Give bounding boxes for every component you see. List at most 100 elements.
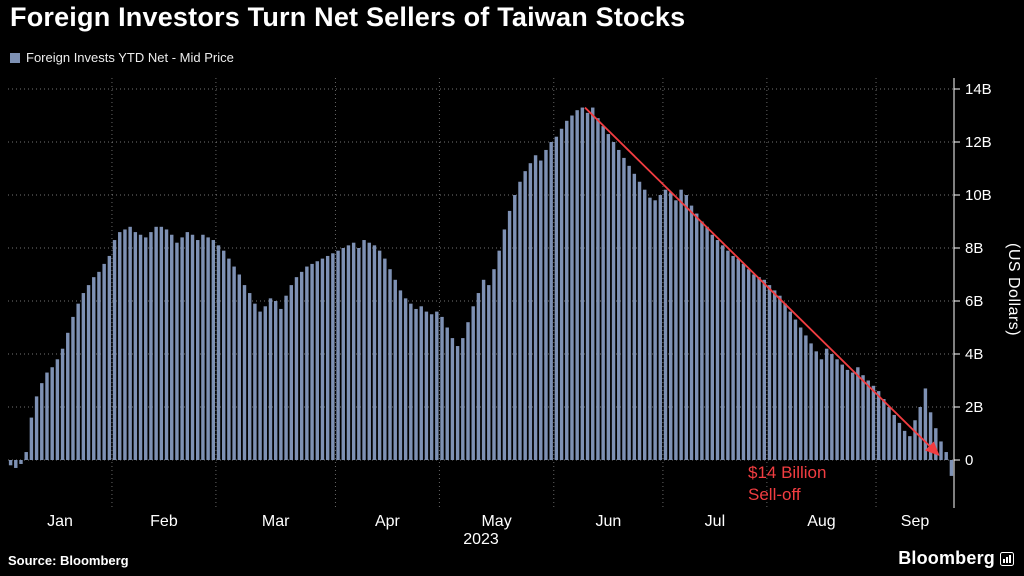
bar: [211, 240, 216, 460]
bar: [674, 200, 678, 461]
bloomberg-wordmark: Bloomberg: [898, 548, 995, 568]
bar: [232, 266, 236, 460]
bar: [466, 322, 470, 460]
bar: [741, 263, 746, 460]
bar: [617, 149, 621, 460]
bar: [71, 316, 75, 460]
bar: [144, 237, 148, 460]
bar: [221, 250, 226, 460]
bar: [715, 240, 720, 460]
bar: [533, 155, 538, 460]
bar: [175, 242, 179, 460]
bar: [736, 258, 741, 460]
bar: [247, 293, 252, 460]
bar: [362, 240, 366, 460]
y-tick-label: 6B: [965, 293, 983, 310]
bar: [778, 295, 782, 460]
y-tick-label: 12B: [965, 134, 992, 151]
x-tick-label: Jun: [595, 513, 621, 530]
bar: [580, 107, 585, 461]
bar: [367, 242, 371, 460]
bar: [861, 375, 865, 460]
bar: [40, 383, 44, 460]
bar: [622, 157, 626, 460]
bar: [372, 245, 377, 460]
bar: [263, 306, 268, 460]
legend-label: Foreign Invests YTD Net - Mid Price: [26, 50, 234, 65]
bar: [107, 255, 112, 460]
bar: [492, 269, 496, 460]
bar: [398, 290, 403, 460]
x-tick-label: Jan: [47, 513, 73, 530]
bar: [170, 234, 174, 460]
bar: [445, 327, 449, 460]
bar: [24, 452, 28, 460]
bar: [544, 149, 548, 460]
bar: [830, 354, 834, 460]
bar: [66, 332, 70, 460]
bar: [871, 385, 876, 460]
bar: [76, 303, 80, 460]
bar: [133, 232, 138, 460]
bar: [60, 348, 65, 460]
bar: [892, 414, 896, 460]
bar: [455, 346, 460, 460]
bar: [497, 250, 501, 460]
bar: [409, 303, 413, 460]
bar: [154, 226, 158, 460]
bar: [55, 359, 60, 460]
bar: [92, 277, 96, 460]
annotation-line-1: $14 Billion: [748, 463, 827, 482]
bar: [279, 308, 283, 460]
bloomberg-logo: Bloomberg: [898, 548, 1014, 569]
bar: [902, 430, 907, 460]
bar: [305, 266, 309, 460]
bar: [689, 205, 694, 460]
bar: [185, 232, 190, 460]
y-tick-label: 14B: [965, 81, 992, 98]
bar: [128, 226, 132, 460]
bar: [258, 311, 262, 460]
bar: [939, 441, 943, 460]
bar: [949, 460, 954, 476]
bar: [793, 319, 798, 460]
bar: [887, 407, 891, 460]
bar: [539, 160, 543, 461]
bar: [866, 380, 870, 460]
bar: [726, 250, 730, 460]
bar: [435, 311, 439, 460]
bar: [762, 279, 766, 460]
bar: [481, 279, 486, 460]
bar: [253, 303, 257, 460]
bar: [294, 277, 299, 460]
bar: [237, 274, 242, 460]
bar: [377, 250, 382, 460]
bar: [663, 189, 668, 460]
x-tick-label: May: [481, 513, 511, 530]
bar: [840, 364, 844, 460]
bar: [669, 192, 673, 460]
bar: [882, 399, 886, 460]
bar: [913, 420, 917, 460]
bar: [528, 163, 533, 460]
bar: [908, 436, 912, 460]
bar: [565, 120, 569, 461]
axes: 14B 12B 10B 8B 6B 4B 2B 0 Jan Feb Mar Apr May Jun Jul A…: [47, 78, 992, 530]
bar: [814, 351, 818, 460]
bar: [487, 285, 491, 460]
bar: [720, 245, 725, 460]
bar: [242, 285, 247, 460]
legend: Foreign Invests YTD Net - Mid Price: [10, 50, 234, 65]
bar: [201, 234, 205, 460]
x-tick-label: Mar: [262, 513, 290, 530]
bar: [757, 277, 761, 460]
bar: [575, 110, 579, 460]
bar: [934, 428, 938, 460]
bar: [403, 298, 408, 460]
bar: [788, 311, 792, 460]
bar: [648, 197, 652, 460]
bar: [102, 263, 106, 460]
bar: [471, 306, 475, 460]
bar: [310, 263, 314, 460]
